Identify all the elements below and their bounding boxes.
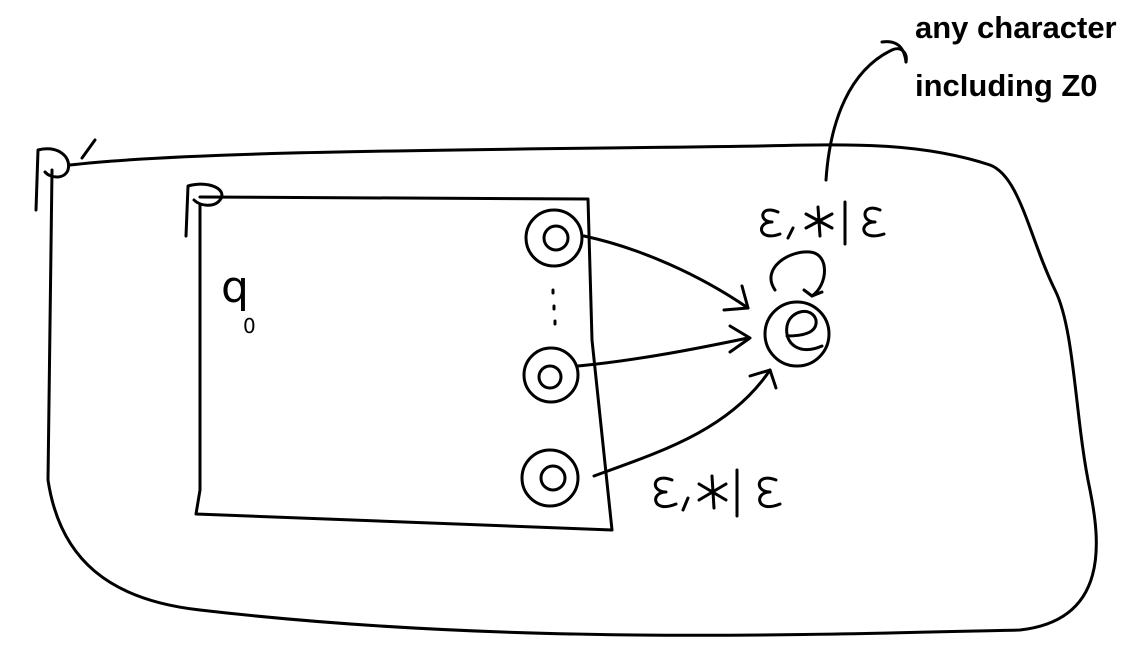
error-state xyxy=(763,300,831,368)
final-state-middle xyxy=(522,346,580,404)
loop-transition-label: ε, *|ε xyxy=(760,200,886,246)
outer-machine-boundary xyxy=(46,143,1098,637)
initial-state-label: q 0 xyxy=(221,262,256,338)
inner-machine-label: P xyxy=(184,182,224,238)
final-state-top xyxy=(524,208,584,268)
final-state-ellipsis xyxy=(551,288,557,326)
annotation-pointer xyxy=(824,47,908,182)
self-loop-arrowhead xyxy=(802,288,824,298)
outer-machine-label: P' xyxy=(34,138,97,212)
annotation-line-1: any character xyxy=(915,10,1117,45)
transition-bottom-arrowhead xyxy=(748,368,778,390)
transition-top-arrowhead xyxy=(722,284,750,312)
inner-machine-box xyxy=(194,195,614,532)
transition-middle-arrowhead xyxy=(728,324,752,354)
transition-bottom-to-error xyxy=(592,368,772,478)
error-state-self-loop xyxy=(769,250,826,298)
final-state-bottom xyxy=(520,448,580,508)
annotation-pointer-hook xyxy=(880,40,908,64)
initial-state-subscript: 0 xyxy=(243,314,256,338)
final-transition-label: ε, *|ε xyxy=(654,468,782,518)
transition-middle-to-error xyxy=(576,336,750,368)
transition-top-to-error xyxy=(582,234,750,310)
annotation-line-2: including Z0 xyxy=(915,68,1098,103)
initial-state-symbol: q xyxy=(221,262,249,313)
